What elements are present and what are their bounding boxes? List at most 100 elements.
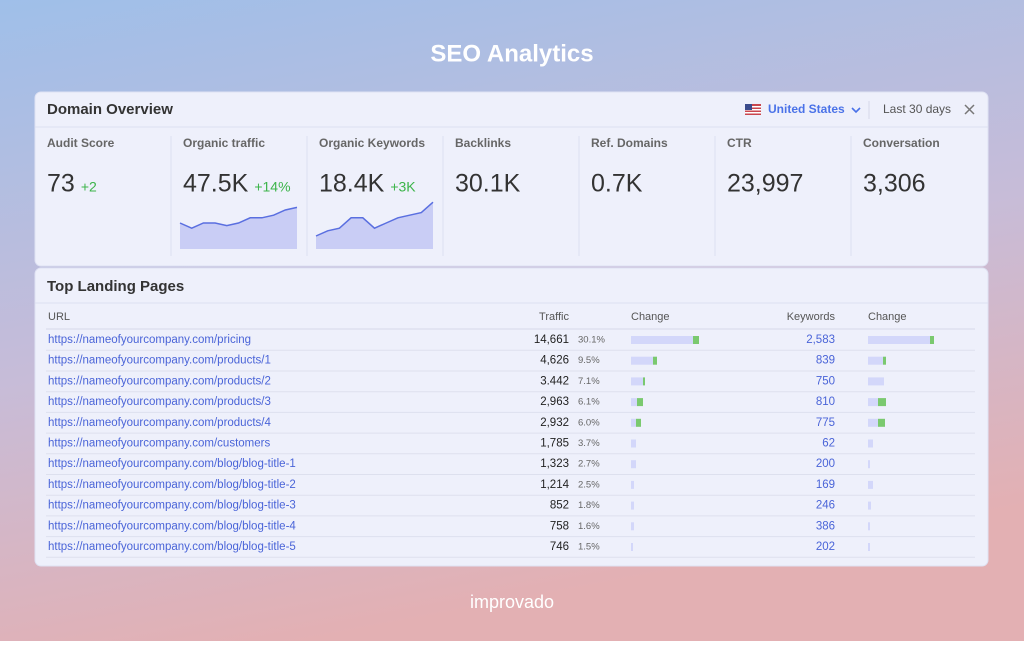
metric-delta: +3K xyxy=(390,179,416,195)
change-bar xyxy=(868,439,873,448)
traffic: 2,932 xyxy=(540,417,569,429)
traffic: 2,963 xyxy=(540,396,569,408)
sparkline-line xyxy=(179,206,298,230)
sparkline-area xyxy=(316,202,433,249)
change-bar xyxy=(868,398,878,407)
traffic: 1,214 xyxy=(540,479,569,491)
change-bar xyxy=(631,336,693,344)
url-link[interactable]: https://nameofyourcompany.com/pricing xyxy=(48,334,251,346)
traffic-share: 9.5% xyxy=(578,355,600,366)
metric-label: CTR xyxy=(727,136,752,150)
traffic-share: 1.5% xyxy=(578,542,600,553)
traffic: 1,785 xyxy=(540,438,569,450)
change-gain xyxy=(636,418,641,427)
metric-label: Conversation xyxy=(863,136,940,150)
metric-label: Ref. Domains xyxy=(591,136,668,150)
keywords: 200 xyxy=(816,458,835,470)
url-link[interactable]: https://nameofyourcompany.com/blog/blog-… xyxy=(48,520,296,532)
traffic-share: 30.1% xyxy=(578,335,605,346)
panel-title: Domain Overview xyxy=(47,101,173,118)
url-link[interactable]: https://nameofyourcompany.com/products/2 xyxy=(48,375,271,387)
column-header: URL xyxy=(48,311,70,323)
change-bar xyxy=(868,480,873,489)
url-link[interactable]: https://nameofyourcompany.com/products/1 xyxy=(48,355,271,367)
metric-value: 0.7K xyxy=(591,170,643,198)
change-bar xyxy=(631,480,634,489)
keywords: 810 xyxy=(816,396,835,408)
keywords: 750 xyxy=(816,375,835,387)
keywords: 246 xyxy=(816,500,835,512)
traffic: 1,323 xyxy=(540,458,569,470)
metric-delta: +2 xyxy=(81,179,97,195)
column-header: Change xyxy=(868,311,907,323)
flag xyxy=(745,104,761,115)
change-bar xyxy=(868,460,870,469)
change-bar xyxy=(631,543,633,551)
column-header: Keywords xyxy=(787,311,836,323)
keywords: 775 xyxy=(816,417,835,429)
change-bar xyxy=(631,398,637,407)
change-bar xyxy=(868,543,870,551)
metric-value: 73 xyxy=(47,170,75,198)
metric-label: Audit Score xyxy=(47,136,115,150)
metric-value: 3,306 xyxy=(863,170,926,198)
panel-title: Top Landing Pages xyxy=(47,278,184,295)
brand-logo: improvado xyxy=(470,592,554,612)
metrics: Audit Score 73 +2 Organic traffic 47.5K +14% O… xyxy=(47,136,940,256)
url-link[interactable]: https://nameofyourcompany.com/products/4 xyxy=(48,417,271,429)
traffic-share: 1.8% xyxy=(578,500,600,511)
country-select[interactable]: United States xyxy=(768,102,845,116)
metric-value: 23,997 xyxy=(727,170,803,198)
url-link[interactable]: https://nameofyourcompany.com/customers xyxy=(48,438,270,450)
traffic-share: 2.7% xyxy=(578,459,600,470)
keywords: 2,583 xyxy=(806,334,835,346)
metric-value: 30.1K xyxy=(455,170,521,198)
traffic-share: 6.0% xyxy=(578,417,600,428)
traffic-share: 6.1% xyxy=(578,397,600,408)
metric-label: Backlinks xyxy=(455,136,511,150)
column-header: Traffic xyxy=(539,311,569,323)
close-button[interactable] xyxy=(964,104,975,115)
url-link[interactable]: https://nameofyourcompany.com/blog/blog-… xyxy=(48,458,296,470)
keywords: 169 xyxy=(816,479,835,491)
chevron[interactable] xyxy=(851,107,861,114)
url-link[interactable]: https://nameofyourcompany.com/blog/blog-… xyxy=(48,479,296,491)
traffic: 758 xyxy=(550,520,569,532)
page-title: SEO Analytics xyxy=(430,40,593,67)
change-bar xyxy=(631,356,653,365)
change-bar xyxy=(631,439,636,448)
metric-label: Organic traffic xyxy=(183,136,265,150)
change-gain xyxy=(930,336,934,344)
traffic: 3.442 xyxy=(540,375,569,387)
change-bar xyxy=(868,356,883,365)
table: URL Traffic Change Keywords Change https://na… xyxy=(46,311,975,558)
url-link[interactable]: https://nameofyourcompany.com/blog/blog-… xyxy=(48,541,296,553)
traffic-share: 1.6% xyxy=(578,521,600,532)
change-gain xyxy=(878,418,885,427)
keywords: 386 xyxy=(816,520,835,532)
change-gain xyxy=(653,356,657,365)
url-link[interactable]: https://nameofyourcompany.com/blog/blog-… xyxy=(48,500,296,512)
change-gain xyxy=(643,377,645,386)
change-bar xyxy=(631,522,634,531)
change-gain xyxy=(637,398,643,407)
keywords: 202 xyxy=(816,541,835,553)
traffic: 852 xyxy=(550,500,569,512)
traffic: 4,626 xyxy=(540,355,569,367)
traffic: 746 xyxy=(550,541,569,553)
traffic-share: 7.1% xyxy=(578,376,600,387)
keywords: 839 xyxy=(816,355,835,367)
change-bar xyxy=(868,377,884,386)
change-gain xyxy=(693,336,699,344)
url-link[interactable]: https://nameofyourcompany.com/products/3 xyxy=(48,396,271,408)
period-select[interactable]: Last 30 days xyxy=(883,102,951,116)
change-bar xyxy=(868,418,878,427)
traffic-share: 3.7% xyxy=(578,438,600,449)
metric-delta: +14% xyxy=(254,179,290,195)
change-bar xyxy=(631,418,636,427)
change-gain xyxy=(883,356,886,365)
keywords: 62 xyxy=(822,438,835,450)
change-bar xyxy=(631,460,636,469)
